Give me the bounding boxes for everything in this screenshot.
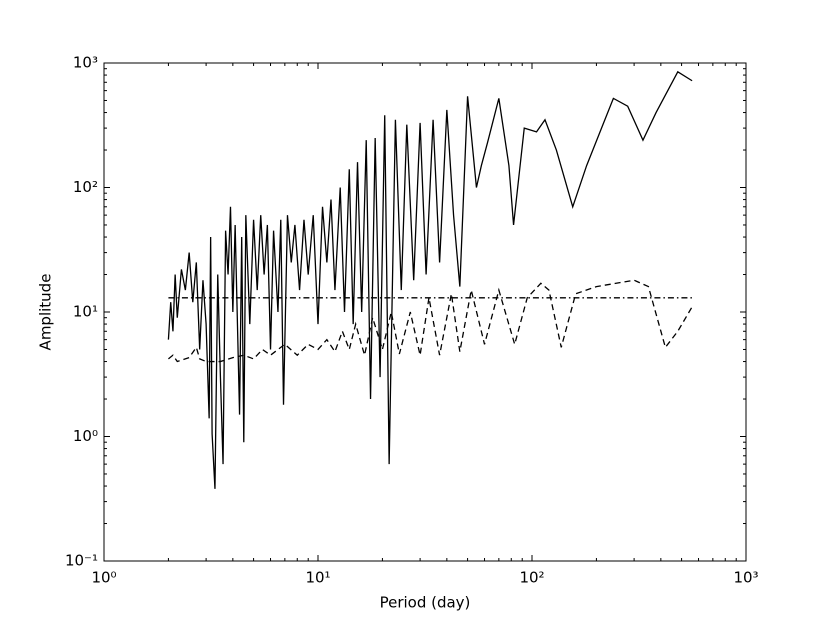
series-line	[168, 279, 693, 363]
y-tick-label: 10⁻¹	[65, 552, 98, 570]
y-tick-label: 10¹	[73, 303, 98, 321]
y-tick-label: 10⁰	[73, 427, 98, 445]
x-tick-label: 10¹	[305, 569, 330, 587]
x-tick-label: 10²	[519, 569, 544, 587]
x-axis-label: Period (day)	[380, 594, 471, 612]
y-axis-label: Amplitude	[37, 274, 55, 351]
x-tick-label: 10³	[733, 569, 758, 587]
plot-frame	[103, 62, 747, 562]
x-tick-label: 10⁰	[91, 569, 116, 587]
series-line	[167, 70, 693, 489]
y-tick-label: 10³	[73, 54, 98, 72]
y-tick-label: 10²	[73, 178, 98, 196]
